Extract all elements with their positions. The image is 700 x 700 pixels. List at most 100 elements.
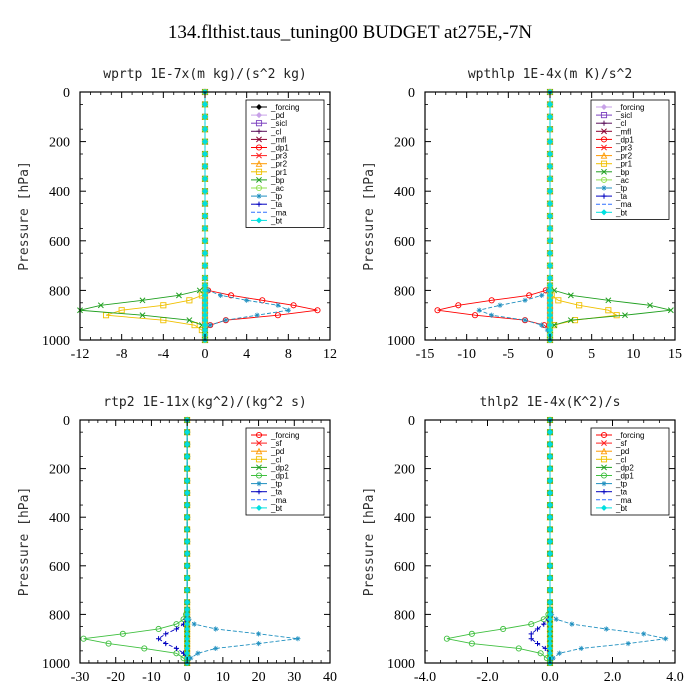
legend-marker bbox=[600, 456, 608, 463]
data-point bbox=[195, 650, 201, 656]
data-point bbox=[546, 441, 554, 448]
panel-title: thlp2 1E-4x(K^2)/s bbox=[480, 395, 621, 410]
y-tick-label: 600 bbox=[394, 560, 415, 575]
data-point bbox=[522, 297, 528, 303]
data-point bbox=[184, 574, 191, 581]
data-point bbox=[201, 250, 209, 257]
data-point bbox=[546, 163, 554, 170]
data-point bbox=[184, 429, 191, 436]
data-point bbox=[522, 317, 528, 323]
data-point bbox=[534, 626, 541, 632]
y-tick-label: 400 bbox=[394, 185, 415, 200]
data-point bbox=[663, 636, 669, 642]
data-point bbox=[186, 297, 193, 304]
data-point bbox=[546, 526, 554, 533]
legend-label: _forcing bbox=[270, 431, 299, 440]
data-point bbox=[186, 317, 193, 324]
legend-marker bbox=[601, 489, 607, 495]
data-point bbox=[546, 200, 554, 207]
data-point bbox=[553, 616, 559, 622]
legend-marker bbox=[601, 440, 607, 447]
x-tick-label: 12 bbox=[323, 347, 337, 362]
data-point bbox=[184, 538, 191, 545]
legend-marker bbox=[255, 184, 263, 192]
data-point bbox=[223, 317, 229, 323]
data-point bbox=[468, 630, 475, 637]
data-point bbox=[184, 514, 191, 521]
legend-label: _cl bbox=[270, 455, 281, 464]
x-tick-label: -2.0 bbox=[476, 670, 498, 685]
x-tick-label: -20 bbox=[106, 670, 125, 685]
legend-label: _tp bbox=[270, 192, 283, 201]
legend-marker bbox=[256, 481, 262, 487]
legend-marker bbox=[256, 152, 262, 159]
y-tick-label: 800 bbox=[49, 284, 70, 299]
legend-label: _cl bbox=[615, 119, 626, 128]
y-tick-label: 1000 bbox=[387, 334, 415, 349]
legend: _forcing_sf_pd_cl_dp2_dp1_tp_ta_ma_bt bbox=[245, 427, 325, 516]
series-line bbox=[83, 420, 188, 664]
data-point bbox=[255, 631, 262, 637]
legend-label: _tp bbox=[270, 480, 283, 489]
data-point bbox=[184, 477, 191, 484]
data-point bbox=[528, 636, 534, 642]
x-tick-label: -8 bbox=[116, 347, 128, 362]
data-point bbox=[546, 126, 554, 133]
data-point bbox=[550, 655, 556, 661]
legend-marker bbox=[256, 201, 262, 207]
legend-label: _cl bbox=[270, 127, 281, 136]
legend-label: _mfl bbox=[270, 135, 286, 144]
data-point bbox=[201, 175, 209, 182]
legend-label: _dp2 bbox=[270, 463, 289, 472]
x-tick-label: -10 bbox=[457, 347, 476, 362]
data-point bbox=[576, 302, 583, 309]
x-tick-label: 0 bbox=[184, 670, 191, 685]
legend-marker bbox=[600, 160, 608, 167]
data-point bbox=[546, 562, 554, 569]
data-point bbox=[528, 621, 535, 628]
data-point bbox=[605, 307, 612, 314]
data-point bbox=[613, 312, 620, 319]
legend-marker bbox=[255, 431, 263, 439]
data-point bbox=[500, 625, 507, 633]
data-point bbox=[539, 292, 545, 298]
data-point bbox=[546, 502, 554, 509]
data-point bbox=[434, 307, 441, 314]
legend-marker bbox=[256, 464, 262, 471]
data-point bbox=[546, 574, 554, 581]
legend-label: _cl bbox=[615, 455, 626, 464]
x-tick-label: -5 bbox=[502, 347, 514, 362]
legend-marker bbox=[600, 151, 608, 159]
series-line bbox=[157, 420, 188, 663]
chart-panel-1: wprtp 1E-7x(m kg)/(s^2 kg) Pressure [hPa]… bbox=[17, 67, 337, 362]
legend-label: _ta bbox=[615, 192, 628, 201]
data-point bbox=[184, 441, 191, 448]
legend-label: _pr3 bbox=[615, 144, 633, 153]
legend-label: _dp1 bbox=[615, 472, 634, 481]
y-tick-label: 1000 bbox=[387, 657, 415, 672]
legend-marker bbox=[255, 112, 263, 119]
data-point bbox=[534, 640, 541, 647]
data-point bbox=[546, 274, 554, 282]
y-tick-label: 200 bbox=[394, 136, 415, 151]
data-point bbox=[201, 150, 209, 158]
data-point bbox=[515, 645, 522, 652]
data-point bbox=[201, 262, 209, 269]
legend-marker bbox=[600, 136, 608, 143]
x-tick-label: 0.0 bbox=[541, 670, 559, 685]
data-point bbox=[567, 292, 574, 299]
legend-label: _dp2 bbox=[615, 463, 634, 472]
legend-label: _tp bbox=[615, 184, 628, 193]
data-point bbox=[605, 297, 612, 304]
data-point bbox=[641, 631, 647, 637]
data-point bbox=[163, 640, 169, 647]
chart-panel-2: wpthlp 1E-4x(m K)/s^2 Pressure [hPa] -15 -1… bbox=[362, 67, 682, 362]
data-point bbox=[205, 287, 211, 293]
y-tick-label: 600 bbox=[394, 235, 415, 250]
legend-label: _ma bbox=[615, 496, 632, 505]
legend-label: _pr2 bbox=[270, 160, 288, 169]
legend-label: _ta bbox=[270, 488, 283, 497]
data-point bbox=[163, 631, 169, 637]
data-point bbox=[546, 477, 554, 484]
legend-label: _ta bbox=[615, 488, 628, 497]
